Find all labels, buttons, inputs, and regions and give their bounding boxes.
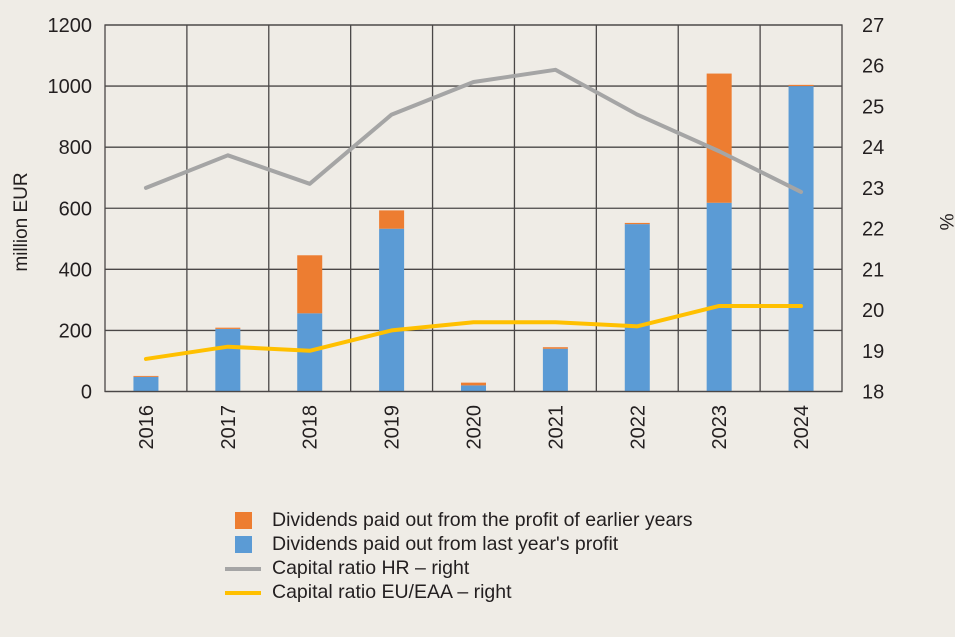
legend-label: Capital ratio EU/EAA – right xyxy=(272,581,512,603)
legend-line-gray xyxy=(225,567,261,571)
y2-tick-label: 18 xyxy=(862,382,884,404)
bar-earlier-years-profit xyxy=(624,222,650,225)
bar-last-year-profit xyxy=(461,385,486,392)
y2-tick-label: 21 xyxy=(862,259,884,281)
line-capital-ratio-hr xyxy=(143,67,804,194)
y-tick-label: 800 xyxy=(59,137,92,159)
legend-label: Dividends paid out from last year's prof… xyxy=(272,533,619,555)
legend-label: Capital ratio HR – right xyxy=(272,557,470,579)
bar-last-year-profit xyxy=(215,328,241,392)
bars xyxy=(133,73,814,392)
legend-swatch-blue xyxy=(235,536,252,553)
x-tick-label: 2017 xyxy=(218,405,240,450)
bar-last-year-profit xyxy=(624,224,650,392)
y-axis-left-title: million EUR xyxy=(11,172,32,271)
y2-tick-label: 19 xyxy=(862,341,884,363)
line-capital-ratio-eu-eaa xyxy=(143,303,804,361)
legend-item-capital-ratio-hr: Capital ratio HR – right xyxy=(222,556,693,580)
bar-earlier-years-profit xyxy=(297,255,323,314)
y2-tick-label: 22 xyxy=(862,219,884,241)
y2-tick-label: 25 xyxy=(862,96,884,118)
y-axis-right-title: % xyxy=(935,214,955,231)
legend-item-last-year: Dividends paid out from last year's prof… xyxy=(222,532,693,556)
y-axis-right-ticks: 18 19 20 21 22 23 24 25 26 27 xyxy=(862,15,884,404)
bar-earlier-years-profit xyxy=(215,327,241,329)
bar-earlier-years-profit xyxy=(542,347,568,349)
x-tick-label: 2019 xyxy=(382,405,404,450)
y-tick-label: 0 xyxy=(81,382,92,404)
legend: Dividends paid out from the profit of ea… xyxy=(222,508,693,604)
legend-swatch-orange xyxy=(235,512,252,529)
y-tick-label: 400 xyxy=(59,259,92,281)
y2-tick-label: 26 xyxy=(862,56,884,78)
y-tick-label: 200 xyxy=(59,320,92,342)
plot-frame xyxy=(104,24,843,393)
bar-last-year-profit xyxy=(133,376,159,392)
y2-tick-label: 20 xyxy=(862,300,884,322)
bar-earlier-years-profit xyxy=(133,375,159,377)
bar-last-year-profit xyxy=(706,202,732,392)
y-axis-left-ticks: 0 200 400 600 800 1000 1200 xyxy=(48,15,93,404)
bar-last-year-profit xyxy=(542,348,568,392)
y-tick-label: 1000 xyxy=(48,76,93,98)
legend-label: Dividends paid out from the profit of ea… xyxy=(272,509,693,531)
x-tick-label: 2020 xyxy=(464,405,486,450)
bar-earlier-years-profit xyxy=(461,382,486,386)
y2-tick-label: 24 xyxy=(862,137,884,159)
x-tick-label: 2021 xyxy=(545,405,567,450)
y-tick-label: 600 xyxy=(59,198,92,220)
x-tick-label: 2022 xyxy=(627,405,649,450)
lines xyxy=(143,67,804,361)
x-tick-label: 2018 xyxy=(300,405,322,450)
x-tick-label: 2023 xyxy=(709,405,731,450)
x-tick-label: 2024 xyxy=(791,405,813,450)
x-tick-label: 2016 xyxy=(136,405,158,450)
y2-tick-label: 27 xyxy=(862,15,884,37)
bar-last-year-profit xyxy=(379,228,405,392)
y2-tick-label: 23 xyxy=(862,178,884,200)
bar-last-year-profit xyxy=(788,86,814,392)
x-axis-ticks: 2016 2017 2018 2019 2020 2021 2022 2023 2024 xyxy=(136,405,813,450)
bar-earlier-years-profit xyxy=(379,210,405,229)
legend-item-earlier-years: Dividends paid out from the profit of ea… xyxy=(222,508,693,532)
bar-earlier-years-profit xyxy=(788,84,814,87)
y-tick-label: 1200 xyxy=(48,15,93,37)
bar-earlier-years-profit xyxy=(706,73,732,203)
plot-border xyxy=(104,24,843,393)
grid xyxy=(105,24,842,393)
legend-line-yellow xyxy=(225,591,261,595)
legend-item-capital-ratio-eu: Capital ratio EU/EAA – right xyxy=(222,580,693,604)
